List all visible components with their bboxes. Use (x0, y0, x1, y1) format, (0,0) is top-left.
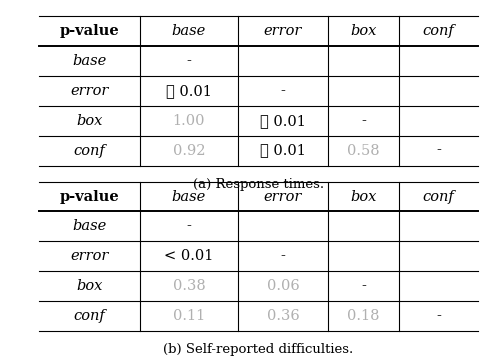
Text: base: base (172, 24, 206, 38)
Text: (b) Self-reported difficulties.: (b) Self-reported difficulties. (163, 343, 353, 356)
Text: box: box (76, 279, 102, 293)
Text: error: error (70, 84, 108, 98)
Text: 0.92: 0.92 (173, 143, 205, 158)
Text: -: - (186, 219, 191, 234)
Text: conf: conf (423, 24, 455, 38)
Text: < 0.01: < 0.01 (164, 249, 214, 263)
Text: -: - (436, 309, 441, 323)
Text: 0.36: 0.36 (267, 309, 299, 323)
Text: conf: conf (73, 309, 105, 323)
Text: -: - (361, 279, 366, 293)
Text: 1.00: 1.00 (173, 114, 205, 128)
Text: error: error (264, 24, 302, 38)
Text: 0.18: 0.18 (347, 309, 380, 323)
Text: 0.58: 0.58 (347, 143, 380, 158)
Text: 0.38: 0.38 (173, 279, 205, 293)
Text: ≪ 0.01: ≪ 0.01 (260, 143, 306, 158)
Text: p-value: p-value (60, 189, 119, 204)
Text: error: error (264, 189, 302, 204)
Text: -: - (361, 114, 366, 128)
Text: box: box (350, 24, 377, 38)
Text: base: base (172, 189, 206, 204)
Text: ≪ 0.01: ≪ 0.01 (166, 84, 212, 98)
Text: 0.11: 0.11 (173, 309, 205, 323)
Text: base: base (72, 54, 106, 68)
Text: box: box (76, 114, 102, 128)
Text: conf: conf (73, 143, 105, 158)
Text: error: error (70, 249, 108, 263)
Text: p-value: p-value (60, 24, 119, 38)
Text: -: - (280, 84, 285, 98)
Text: -: - (436, 143, 441, 158)
Text: base: base (72, 219, 106, 234)
Text: ≪ 0.01: ≪ 0.01 (260, 114, 306, 128)
Text: 0.06: 0.06 (267, 279, 299, 293)
Text: (a) Response times.: (a) Response times. (193, 178, 324, 190)
Text: conf: conf (423, 189, 455, 204)
Text: -: - (280, 249, 285, 263)
Text: box: box (350, 189, 377, 204)
Text: -: - (186, 54, 191, 68)
